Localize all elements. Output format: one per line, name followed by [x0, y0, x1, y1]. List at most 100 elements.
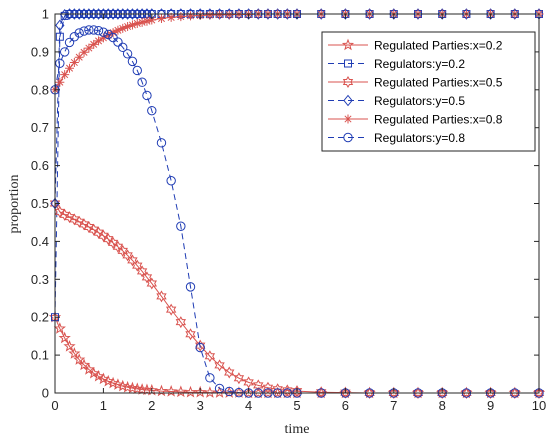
data-point: [142, 16, 152, 26]
data-point: [98, 229, 109, 242]
data-point: [59, 47, 70, 57]
data-point: [107, 236, 119, 249]
legend-marker: [344, 59, 352, 68]
data-point: [94, 36, 104, 46]
x-tick-label: 0: [51, 398, 58, 413]
data-point: [204, 350, 216, 363]
data-point: [263, 8, 273, 20]
data-point: [146, 277, 157, 290]
data-point: [89, 39, 99, 49]
data-point: [83, 221, 95, 233]
data-point: [89, 25, 99, 35]
legend: Regulated Parties:x=0.2 Regulators:y=0.2 R…: [321, 31, 536, 152]
data-point: [176, 221, 186, 231]
data-point: [186, 11, 196, 21]
x-tick-label: 5: [293, 398, 300, 413]
data-point: [78, 218, 90, 231]
data-point: [215, 10, 225, 20]
y-tick-label: 0.8: [31, 82, 49, 97]
legend-marker: [343, 94, 353, 107]
y-axis-label: proportion: [7, 174, 22, 233]
data-point: [103, 29, 113, 40]
data-point: [461, 387, 472, 399]
y-tick-label: 0.4: [31, 234, 49, 249]
data-point: [253, 8, 263, 20]
legend-marker: [343, 132, 353, 143]
data-point: [184, 385, 197, 398]
data-point: [93, 226, 104, 239]
data-point: [60, 70, 70, 80]
legend-item: Regulated Parties:x=0.5: [328, 76, 503, 90]
data-point: [205, 373, 215, 383]
data-point: [461, 8, 472, 20]
data-point: [214, 359, 225, 372]
x-tick-label: 7: [390, 398, 397, 413]
legend-item: Regulated Parties:x=0.2: [328, 39, 503, 53]
data-point: [111, 378, 125, 390]
x-tick-label: 4: [245, 398, 252, 413]
data-point: [98, 33, 108, 43]
data-point: [55, 58, 65, 68]
data-point: [74, 52, 84, 62]
data-point: [203, 386, 216, 398]
data-point: [127, 56, 138, 67]
data-point: [103, 233, 114, 246]
data-point: [103, 30, 113, 40]
data-point: [233, 372, 245, 385]
y-tick-label: 0.5: [31, 196, 49, 211]
data-point: [413, 8, 423, 20]
data-point: [243, 376, 254, 389]
data-point: [185, 282, 196, 292]
data-point: [272, 383, 283, 396]
data-point: [509, 387, 520, 399]
data-point: [132, 18, 142, 28]
y-tick-label: 0.3: [31, 272, 49, 287]
data-point: [223, 386, 236, 398]
data-point: [58, 331, 71, 344]
data-point: [87, 366, 100, 379]
legend-item: Regulated Parties:x=0.8: [328, 113, 503, 127]
data-point: [364, 8, 375, 20]
data-point: [108, 28, 118, 38]
data-point: [195, 342, 205, 353]
legend-marker: [343, 114, 353, 124]
axes-layer: 0 1 2 3 4 5 6 7 8 9 10 0 0.1 0.2 0.3 0.4 0.5 0.6 0.7 0.8 0.9…: [31, 7, 546, 414]
data-point: [123, 22, 133, 32]
data-point: [102, 374, 115, 387]
data-point: [84, 25, 94, 35]
legend-label: Regulators:y=0.8: [374, 131, 465, 145]
data-point: [185, 328, 196, 341]
data-point: [291, 385, 303, 398]
data-point: [65, 63, 75, 73]
data-point: [69, 58, 79, 68]
data-point: [93, 25, 104, 36]
data-point: [98, 27, 109, 37]
data-point: [112, 240, 124, 253]
data-point: [176, 12, 186, 22]
legend-item: Regulators:y=0.2: [328, 57, 465, 71]
data-point: [485, 387, 496, 399]
legend-marker: [341, 38, 355, 51]
data-point: [132, 65, 142, 76]
x-tick-label: 10: [532, 398, 546, 413]
data-point: [364, 387, 375, 399]
x-tick-label: 6: [342, 398, 349, 413]
data-point: [147, 15, 157, 25]
data-point: [55, 77, 65, 87]
data-point: [156, 14, 166, 24]
data-point: [127, 20, 137, 30]
data-point: [165, 303, 177, 316]
data-point: [118, 42, 128, 53]
x-tick-label: 2: [148, 398, 155, 413]
data-point: [282, 384, 293, 397]
data-point: [106, 376, 120, 389]
y-tick-label: 0.7: [31, 120, 49, 135]
data-point: [166, 176, 176, 186]
data-point: [224, 10, 234, 20]
data-point: [510, 8, 520, 20]
data-point: [437, 387, 448, 399]
data-point: [53, 322, 66, 334]
data-point: [74, 215, 85, 228]
data-point: [137, 77, 147, 87]
data-point: [113, 37, 123, 47]
